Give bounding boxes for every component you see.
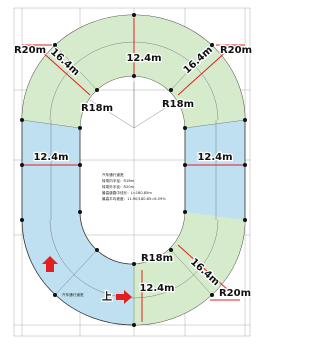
dimension-label: 12.4m	[33, 152, 68, 163]
note-line: 转弯外半径：R20m	[102, 184, 135, 189]
radius-label: R20m	[220, 45, 252, 56]
note-line: 最高道路中线长：L=180.85m	[102, 190, 152, 195]
radius-label: R18m	[162, 99, 194, 110]
drawing: R20m 16.4m 12.4m 16.4m R20m R18m R18m 12…	[0, 0, 254, 344]
note-line: 最高平均坡度：11.90/180.85=6.59%	[102, 196, 166, 201]
dimension-label: 12.4m	[139, 283, 174, 294]
note-line: 汽车通行道宽	[62, 292, 84, 297]
radius-label: R20m	[219, 288, 251, 299]
radius-label: R18m	[141, 253, 173, 264]
note-line: 转弯内半径：R18m	[102, 178, 135, 183]
curve-zone	[134, 212, 245, 325]
radius-label: R20m	[14, 45, 46, 56]
note-line: 汽车通行道宽	[102, 172, 124, 177]
dimension-label: 12.4m	[126, 53, 161, 64]
up-label: 上	[102, 290, 112, 303]
radius-label: R18m	[81, 103, 113, 114]
dimension-label: 12.4m	[197, 152, 232, 163]
